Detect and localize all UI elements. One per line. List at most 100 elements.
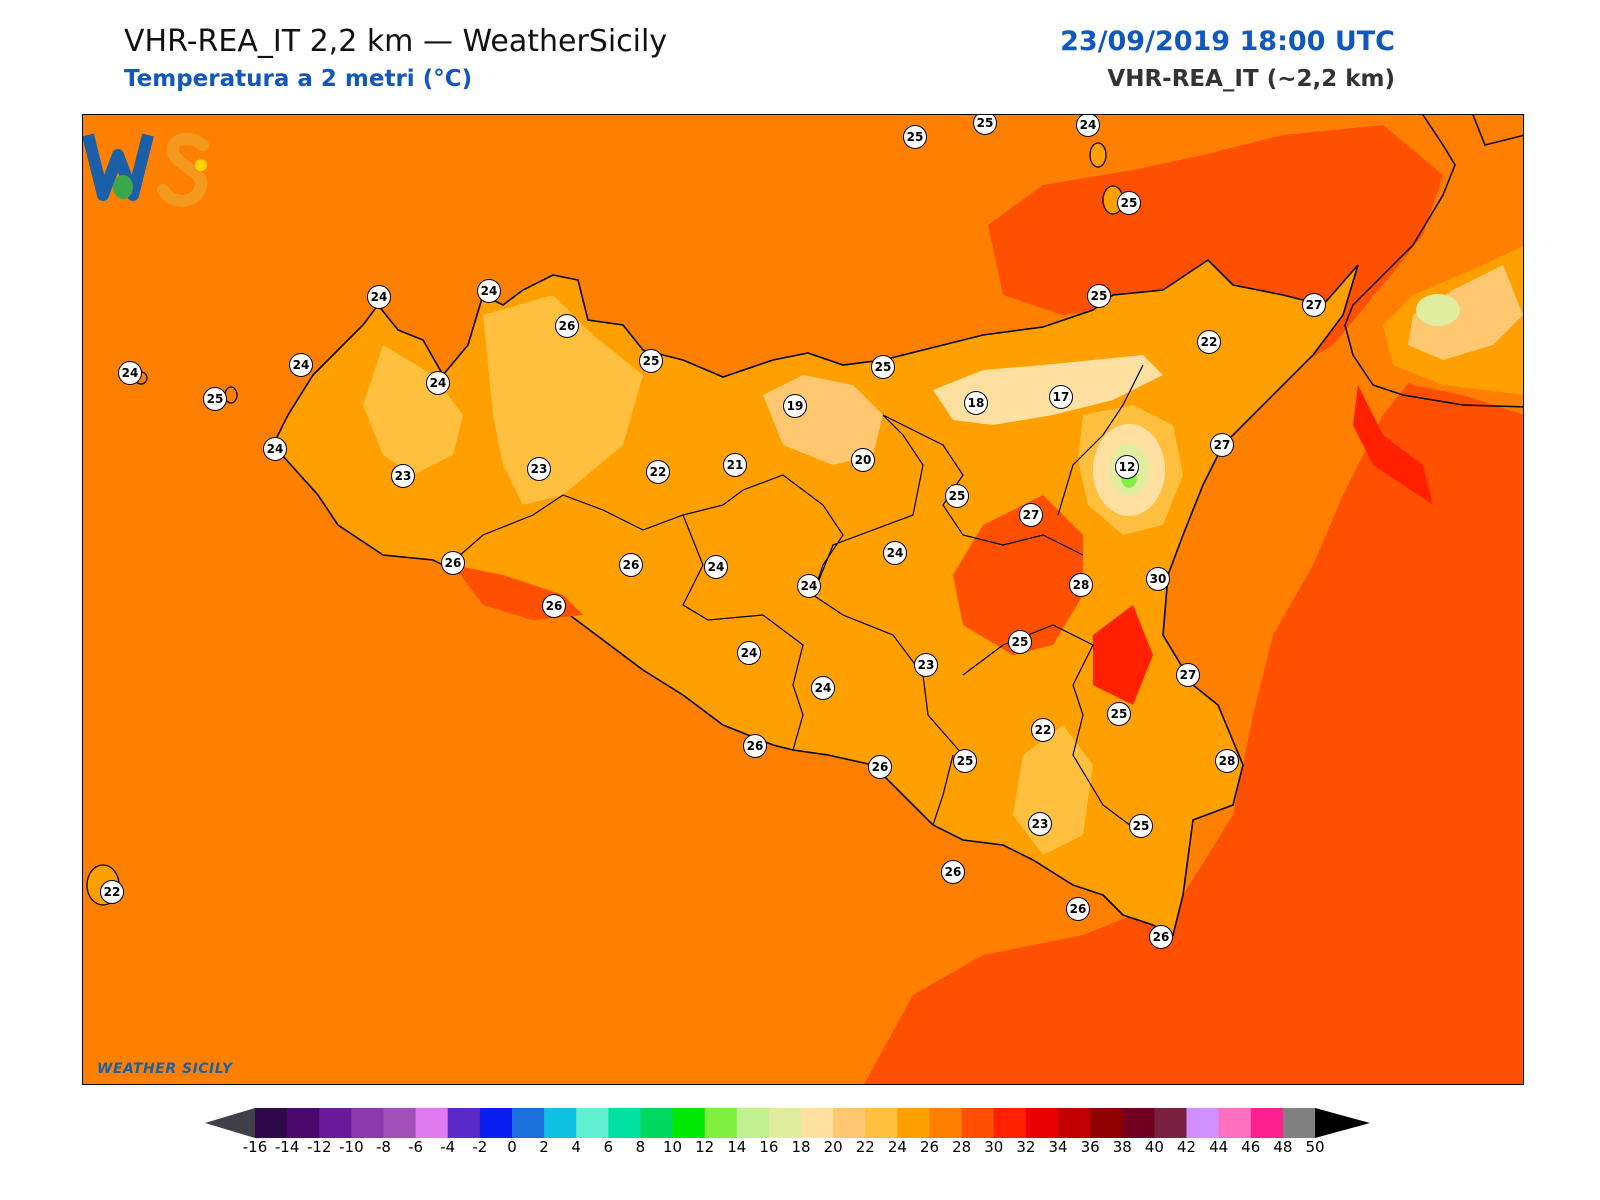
catania-plain-warm (953, 495, 1083, 655)
colorbar-swatch (287, 1108, 320, 1138)
station-temperature-label: 22 (100, 880, 124, 904)
station-temperature-label: 22 (646, 460, 670, 484)
colorbar-swatch (1218, 1108, 1252, 1138)
weathersicily-logo (83, 132, 209, 207)
colorbar-swatch (1186, 1108, 1220, 1138)
valid-datetime: 23/09/2019 18:00 UTC (1060, 26, 1395, 57)
colorbar-swatch (447, 1108, 481, 1138)
colorbar-under-arrow (205, 1108, 255, 1138)
station-temperature-label: 25 (1008, 630, 1032, 654)
colorbar-tick-label: 4 (571, 1138, 581, 1156)
colorbar-tick-label: 6 (603, 1138, 614, 1156)
station-temperature-label: 20 (851, 448, 875, 472)
colorbar-tick-label: 0 (507, 1138, 517, 1156)
colorbar-tick-label: 8 (635, 1138, 646, 1156)
station-temperature-label: 26 (1149, 925, 1173, 949)
colorbar-swatch (1025, 1108, 1059, 1138)
nebrodi-cool-zone (933, 355, 1163, 425)
logo-text: WEATHER SICILY (97, 1061, 233, 1077)
station-temperature-label: 27 (1176, 663, 1200, 687)
station-temperature-label: 25 (953, 749, 977, 773)
station-temperature-label: 24 (797, 574, 821, 598)
station-temperature-label: 24 (737, 641, 761, 665)
station-temperature-label: 27 (1302, 293, 1326, 317)
colorbar-swatch (929, 1108, 963, 1138)
station-temperature-label: 25 (203, 387, 227, 411)
colorbar-tick-label: -6 (408, 1138, 424, 1156)
station-temperature-label: 26 (542, 594, 566, 618)
station-temperature-label: 24 (118, 361, 142, 385)
colorbar-tick-label: 16 (759, 1138, 779, 1156)
station-temperature-label: 24 (1076, 115, 1100, 137)
colorbar-swatch (576, 1108, 609, 1138)
sicily-land (272, 258, 1359, 937)
colorbar-swatch (1154, 1108, 1188, 1138)
catania-plain-hot (1093, 605, 1153, 705)
colorbar-swatch (672, 1108, 706, 1138)
station-temperature-label: 24 (883, 541, 907, 565)
salina-island (1089, 142, 1107, 168)
colorbar-tick-label: 36 (1080, 1138, 1100, 1156)
model-name: VHR-REA_IT (~2,2 km) (1107, 66, 1395, 92)
colorbar-tick-label: -2 (472, 1138, 488, 1156)
colorbar-tick-label: -4 (440, 1138, 456, 1156)
colorbar-swatch (736, 1108, 770, 1138)
station-temperature-label: 24 (811, 676, 835, 700)
colorbar-tick-label: 2 (539, 1138, 549, 1156)
station-temperature-label: 23 (391, 464, 415, 488)
colorbar-tick-label: 20 (823, 1138, 843, 1156)
station-temperature-label: 26 (743, 734, 767, 758)
calabria-cool (1408, 265, 1523, 360)
station-temperature-label: 25 (1107, 702, 1131, 726)
colorbar-swatch (511, 1108, 545, 1138)
colorbar-swatch (1282, 1108, 1316, 1138)
colorbar-tick-label: 44 (1209, 1138, 1229, 1156)
colorbar-tick-label: 32 (1016, 1138, 1036, 1156)
central-north-mild-zone (483, 295, 643, 505)
station-temperature-label: 25 (871, 355, 895, 379)
station-temperature-label: 26 (555, 314, 579, 338)
colorbar-swatch (1250, 1108, 1284, 1138)
colorbar-tick-label: 12 (695, 1138, 715, 1156)
station-temperature-label: 28 (1215, 749, 1239, 773)
station-temperature-label: 18 (964, 391, 988, 415)
station-temperature-label: 30 (1146, 567, 1170, 591)
map-field (86, 115, 1523, 1084)
colorbar-labels: -16 -14 -12 -10 -8 -6 -4 -2 0 2 4 6 8 10 12 14 16 18 20 22 2… (0, 1138, 1600, 1160)
station-temperature-label: 25 (639, 349, 663, 373)
colorbar-tick-label: -8 (376, 1138, 391, 1156)
station-temperature-label: 23 (914, 653, 938, 677)
colorbar-tick-label: -16 (242, 1138, 268, 1156)
colorbar-tick-label: -12 (306, 1138, 332, 1156)
station-temperature-label: 24 (289, 353, 313, 377)
map-subtitle: Temperatura a 2 metri (°C) (124, 66, 473, 92)
colorbar-tick-label: 30 (984, 1138, 1004, 1156)
station-temperature-label: 26 (868, 755, 892, 779)
calabria-coastline-north (1472, 115, 1523, 146)
colorbar-swatch (1058, 1108, 1091, 1138)
station-temperature-label: 25 (1087, 284, 1111, 308)
warm-sea-region-east (864, 315, 1523, 1084)
colorbar-tick-label: 34 (1048, 1138, 1068, 1156)
colorbar-swatch (544, 1108, 577, 1138)
colorbar (205, 1108, 1370, 1138)
colorbar-swatch (1090, 1108, 1123, 1138)
colorbar-tick-label: -10 (339, 1138, 364, 1156)
colorbar-swatch (961, 1108, 995, 1138)
colorbar-swatch (1122, 1108, 1155, 1138)
station-temperature-label: 24 (263, 437, 287, 461)
colorbar-tick-label: -14 (274, 1138, 300, 1156)
station-temperature-label: 26 (441, 551, 465, 575)
colorbar-swatch (383, 1108, 417, 1138)
map-title: VHR-REA_IT 2,2 km — WeatherSicily (124, 24, 668, 59)
colorbar-swatch (415, 1108, 449, 1138)
colorbar-tick-label: 26 (919, 1138, 940, 1156)
calabria-cold-peak (1416, 294, 1460, 326)
station-temperature-label: 24 (477, 279, 501, 303)
colorbar-tick-label: 38 (1112, 1138, 1132, 1156)
station-temperature-label: 24 (704, 555, 728, 579)
calabria-coastline (1344, 115, 1523, 408)
colorbar-tick-label: 22 (855, 1138, 875, 1156)
station-temperature-label: 26 (619, 553, 643, 577)
colorbar-swatch (479, 1108, 513, 1138)
